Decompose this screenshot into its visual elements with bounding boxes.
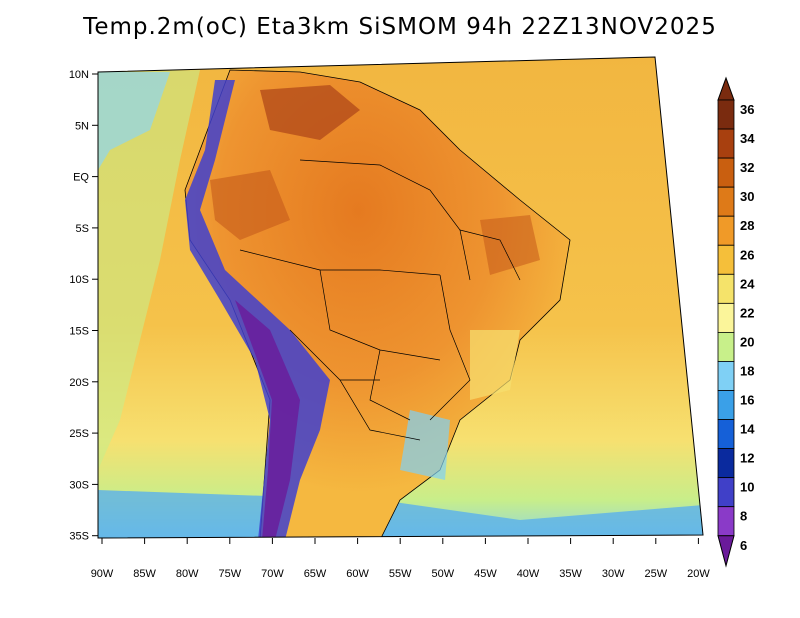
lon-tick-label: 75W xyxy=(218,568,241,580)
lat-tick-label: 10N xyxy=(69,69,89,81)
colorbar-bottom-arrow xyxy=(717,535,735,568)
map-title: Temp.2m(oC) Eta3km SiSMOM 94h 22Z13NOV20… xyxy=(83,14,717,40)
colorbar-segment xyxy=(717,273,735,304)
colorbar-segment xyxy=(717,419,735,449)
colorbar-label: 34 xyxy=(740,131,755,146)
longitude-ticks: 90W 85W 80W 75W 70W 65W 60W 55W 50W 45W 40W 35W 30W 2… xyxy=(91,538,710,580)
lat-tick-label: 5S xyxy=(76,223,89,235)
map-frame xyxy=(97,56,704,539)
colorbar-segment xyxy=(717,186,735,217)
lon-tick-label: 85W xyxy=(133,568,156,580)
lon-tick-label: 30W xyxy=(602,568,625,580)
colorbar-label: 26 xyxy=(740,247,754,262)
lon-tick-label: 35W xyxy=(559,568,582,580)
colorbar-segment xyxy=(717,302,735,333)
lat-tick-label: 30S xyxy=(69,479,89,491)
colorbar-label: 24 xyxy=(740,276,755,291)
colorbar-label: 14 xyxy=(740,422,755,437)
lon-tick-label: 55W xyxy=(389,568,412,580)
pacific-cold-patch xyxy=(98,72,170,170)
colorbar-label: 20 xyxy=(740,334,754,349)
colorbar-segment xyxy=(717,128,735,159)
lat-tick-label: 10S xyxy=(69,274,89,286)
colorbar-label: 8 xyxy=(740,509,747,524)
lon-tick-label: 60W xyxy=(346,568,369,580)
lon-tick-label: 90W xyxy=(91,568,114,580)
map-field xyxy=(98,57,703,538)
colorbar-segment xyxy=(717,215,735,246)
cool-patch-south xyxy=(400,410,450,480)
colorbar-segment xyxy=(717,361,735,391)
colorbar-segment xyxy=(717,448,735,479)
colorbar-label: 18 xyxy=(740,363,754,378)
lon-tick-label: 50W xyxy=(431,568,454,580)
colorbar-segment xyxy=(717,99,735,130)
colorbar-label: 36 xyxy=(740,102,754,117)
colorbar-label: 10 xyxy=(740,480,754,495)
lat-tick-label: 20S xyxy=(69,377,89,389)
colorbar-top-arrow xyxy=(717,76,735,101)
hot-patch-north xyxy=(260,85,360,140)
latitude-ticks: 10N 5N EQ 5S 10S 15S 20S 25S 30S 35S xyxy=(69,69,98,543)
lon-tick-label: 45W xyxy=(474,568,497,580)
colorbar-label: 16 xyxy=(740,393,754,408)
lon-tick-label: 80W xyxy=(176,568,199,580)
lon-tick-label: 25W xyxy=(644,568,667,580)
colorbar-label: 30 xyxy=(740,189,754,204)
colorbar-segment xyxy=(717,390,735,420)
colorbar-segment xyxy=(717,244,735,275)
lon-tick-label: 65W xyxy=(304,568,327,580)
pacific-cool-band xyxy=(98,70,200,470)
colorbar-label: 12 xyxy=(740,451,754,466)
colorbar-label: 32 xyxy=(740,160,754,175)
lat-tick-label: 25S xyxy=(69,428,89,440)
political-borders xyxy=(239,159,521,441)
colorbar-segment xyxy=(717,477,735,508)
andes-coldest-band xyxy=(235,300,300,538)
colorbar-segment xyxy=(717,506,735,537)
colorbar-label: 22 xyxy=(740,305,754,320)
colorbar-label: 28 xyxy=(740,218,754,233)
lat-tick-label: 35S xyxy=(69,531,89,543)
colorbar-segment xyxy=(717,157,735,188)
lat-tick-label: 5N xyxy=(75,120,89,132)
lat-tick-label: 15S xyxy=(69,326,89,338)
lon-tick-label: 70W xyxy=(261,568,284,580)
lon-tick-label: 20W xyxy=(687,568,710,580)
hot-patch-amazon xyxy=(210,170,290,240)
lon-tick-label: 40W xyxy=(517,568,540,580)
colorbar: 36 34 32 30 28 26 24 22 20 18 16 14 12 10 8 6 xyxy=(717,76,755,568)
lat-tick-label: EQ xyxy=(73,172,89,184)
colorbar-label: 6 xyxy=(740,538,747,553)
southern-cold-strip xyxy=(98,490,703,538)
hot-patch-northeast xyxy=(480,215,540,275)
colorbar-segment xyxy=(717,331,735,362)
cool-patch-southeast xyxy=(470,330,520,400)
